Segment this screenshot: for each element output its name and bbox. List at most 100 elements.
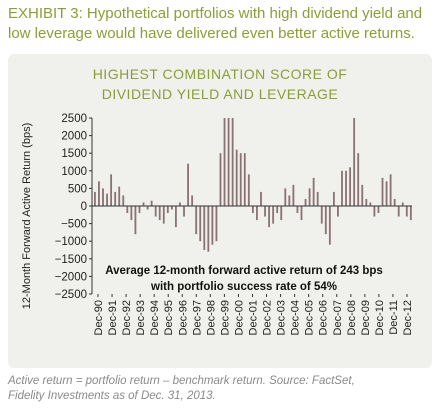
y-tick-label: 1000 bbox=[61, 166, 87, 178]
bar bbox=[154, 206, 157, 217]
bar bbox=[179, 202, 181, 206]
bar bbox=[304, 198, 307, 206]
footnote: Active return = portfolio return – bench… bbox=[8, 374, 436, 404]
bar bbox=[191, 195, 194, 206]
x-tick-label: Dec-02 bbox=[262, 300, 274, 335]
bar bbox=[385, 181, 388, 206]
y-tick-label: 2500 bbox=[61, 113, 87, 125]
bar bbox=[397, 206, 400, 217]
bar bbox=[231, 118, 234, 206]
bar bbox=[110, 174, 113, 206]
bar bbox=[239, 153, 242, 206]
bar bbox=[166, 206, 169, 214]
bar bbox=[268, 206, 270, 228]
bar bbox=[284, 188, 287, 206]
chart-title-line-1: HIGHEST COMBINATION SCORE OF bbox=[92, 66, 348, 82]
x-tick-label: Dec-09 bbox=[360, 300, 372, 335]
bar bbox=[158, 206, 161, 221]
bar-chart: −2500 −2000 −1500 −1000 −500 0 500 1000 1500 2000… bbox=[21, 113, 414, 335]
x-tick-label: Dec-03 bbox=[276, 300, 288, 335]
bar bbox=[235, 149, 238, 206]
bar bbox=[211, 206, 214, 245]
bar bbox=[389, 174, 392, 206]
annotation-line-1: Average 12-month forward active return o… bbox=[105, 265, 383, 277]
bar bbox=[118, 186, 121, 206]
y-tick-label: −1500 bbox=[55, 254, 87, 266]
x-tick-label: Dec-07 bbox=[332, 300, 344, 335]
y-tick-label: 1500 bbox=[61, 148, 87, 160]
bar bbox=[138, 206, 141, 214]
bar bbox=[365, 198, 368, 206]
bar bbox=[142, 202, 145, 206]
bar bbox=[183, 206, 185, 217]
bar bbox=[187, 163, 189, 206]
x-tick-label: Dec-06 bbox=[318, 300, 330, 335]
x-tick-label: Dec-91 bbox=[107, 300, 119, 335]
bar bbox=[296, 206, 299, 214]
bar bbox=[300, 206, 303, 221]
bar bbox=[341, 170, 343, 206]
chart-panel: HIGHEST COMBINATION SCORE OF DIVIDEND YI… bbox=[8, 54, 432, 368]
bar bbox=[150, 200, 153, 206]
bar bbox=[393, 198, 396, 206]
bar bbox=[264, 206, 266, 217]
bar bbox=[251, 206, 254, 214]
bar bbox=[94, 191, 96, 206]
bar bbox=[134, 206, 137, 235]
x-tick-label: Dec-96 bbox=[177, 300, 189, 335]
bar bbox=[328, 206, 331, 245]
bar bbox=[361, 184, 364, 206]
y-tick-label: −500 bbox=[61, 219, 87, 231]
bar bbox=[288, 195, 291, 206]
bar bbox=[227, 118, 230, 206]
bar bbox=[260, 191, 262, 206]
y-axis-title: 12-Month Forward Active Return (bps) bbox=[21, 123, 33, 309]
bar bbox=[102, 188, 104, 206]
y-tick-label: −1000 bbox=[55, 236, 87, 248]
bar bbox=[345, 170, 347, 206]
bar bbox=[276, 206, 279, 214]
bar bbox=[337, 206, 339, 217]
x-tick-label: Dec-11 bbox=[388, 300, 400, 335]
bar bbox=[114, 191, 117, 206]
x-tick-label: Dec-01 bbox=[247, 300, 259, 335]
bar bbox=[98, 181, 100, 206]
bar bbox=[219, 153, 222, 206]
bar bbox=[247, 174, 250, 206]
chart-title-line-2: DIVIDEND YIELD AND LEVERAGE bbox=[101, 86, 339, 102]
x-tick-label: Dec-90 bbox=[93, 300, 105, 335]
x-tick-label: Dec-98 bbox=[205, 300, 217, 335]
bar bbox=[405, 206, 408, 217]
bar bbox=[373, 206, 376, 217]
x-tick-label: Dec-04 bbox=[290, 300, 302, 335]
bar bbox=[243, 153, 246, 206]
bar bbox=[324, 206, 327, 235]
x-tick-label: Dec-95 bbox=[163, 300, 175, 335]
y-tick-label: −2500 bbox=[55, 289, 87, 301]
bar bbox=[162, 206, 165, 224]
bar bbox=[349, 167, 352, 206]
x-tick-label: Dec-92 bbox=[121, 300, 133, 335]
x-tick-label: Dec-94 bbox=[149, 300, 161, 335]
bar bbox=[401, 202, 404, 206]
y-tick-label: −2000 bbox=[55, 271, 87, 283]
bar bbox=[175, 206, 177, 228]
bar bbox=[320, 206, 323, 224]
bar bbox=[207, 206, 210, 252]
exhibit-title-line-2: low leverage would have delivered even b… bbox=[8, 25, 415, 42]
bar bbox=[381, 177, 384, 206]
bar bbox=[223, 118, 226, 206]
bar bbox=[126, 206, 129, 214]
bar bbox=[409, 206, 412, 221]
exhibit-title: EXHIBIT 3: Hypothetical portfolios with … bbox=[8, 4, 436, 44]
x-tick-label: Dec-10 bbox=[374, 300, 386, 335]
bar bbox=[203, 206, 206, 250]
bar bbox=[256, 206, 258, 221]
bar bbox=[292, 184, 295, 206]
bar bbox=[280, 206, 283, 221]
bar bbox=[316, 191, 319, 206]
bar bbox=[146, 206, 149, 210]
x-tick-label: Dec-93 bbox=[135, 300, 147, 335]
bar bbox=[308, 188, 311, 206]
y-tick-label: 0 bbox=[81, 201, 87, 213]
